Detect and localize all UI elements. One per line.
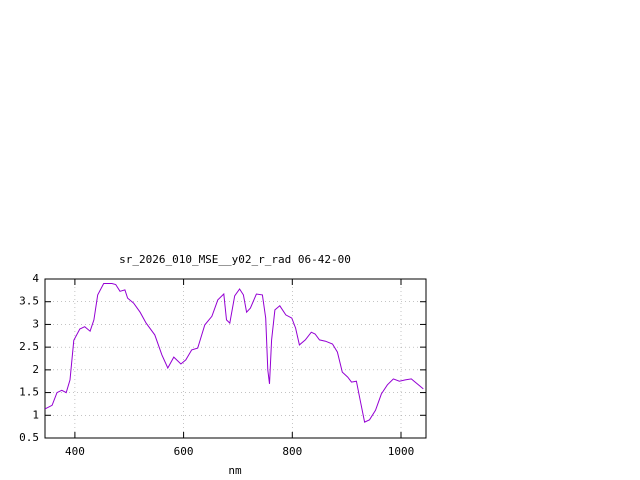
x-tick-label: 800: [282, 445, 302, 458]
y-tick-label: 3: [32, 317, 39, 330]
x-tick-label: 1000: [388, 445, 415, 458]
y-tick-label: 0.5: [19, 431, 39, 444]
x-axis-label: nm: [228, 464, 242, 477]
y-tick-label: 1.5: [19, 386, 39, 399]
y-tick-label: 4: [32, 272, 39, 285]
x-tick-label: 400: [65, 445, 85, 458]
x-tick-label: 600: [174, 445, 194, 458]
plot-frame: [44, 278, 427, 439]
y-tick-label: 2.5: [19, 340, 39, 353]
chart-title: sr_2026_010_MSE__y02_r_rad 06-42-00: [119, 253, 351, 266]
y-tick-label: 1: [32, 408, 39, 421]
y-tick-label: 2: [32, 363, 39, 376]
data-line: [44, 283, 424, 423]
y-tick-label: 3.5: [19, 295, 39, 308]
